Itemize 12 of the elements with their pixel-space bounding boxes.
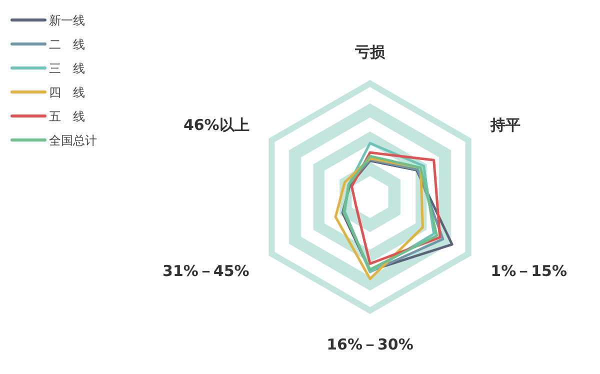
legend-label: 三 线 — [49, 62, 85, 76]
spoke-label: 46%以上 — [183, 116, 250, 134]
legend-label: 四 线 — [49, 86, 85, 100]
spoke-label: 1%－15% — [490, 262, 568, 280]
legend-label: 全国总计 — [49, 134, 97, 148]
spoke-label: 31%－45% — [162, 262, 250, 280]
legend-label: 二 线 — [49, 38, 85, 52]
spoke-label: 亏损 — [354, 42, 386, 61]
spoke-label: 16%－30% — [326, 335, 414, 354]
legend-label: 新一线 — [49, 14, 85, 28]
legend-label: 五 线 — [49, 110, 85, 124]
spoke-label: 持平 — [490, 116, 521, 134]
